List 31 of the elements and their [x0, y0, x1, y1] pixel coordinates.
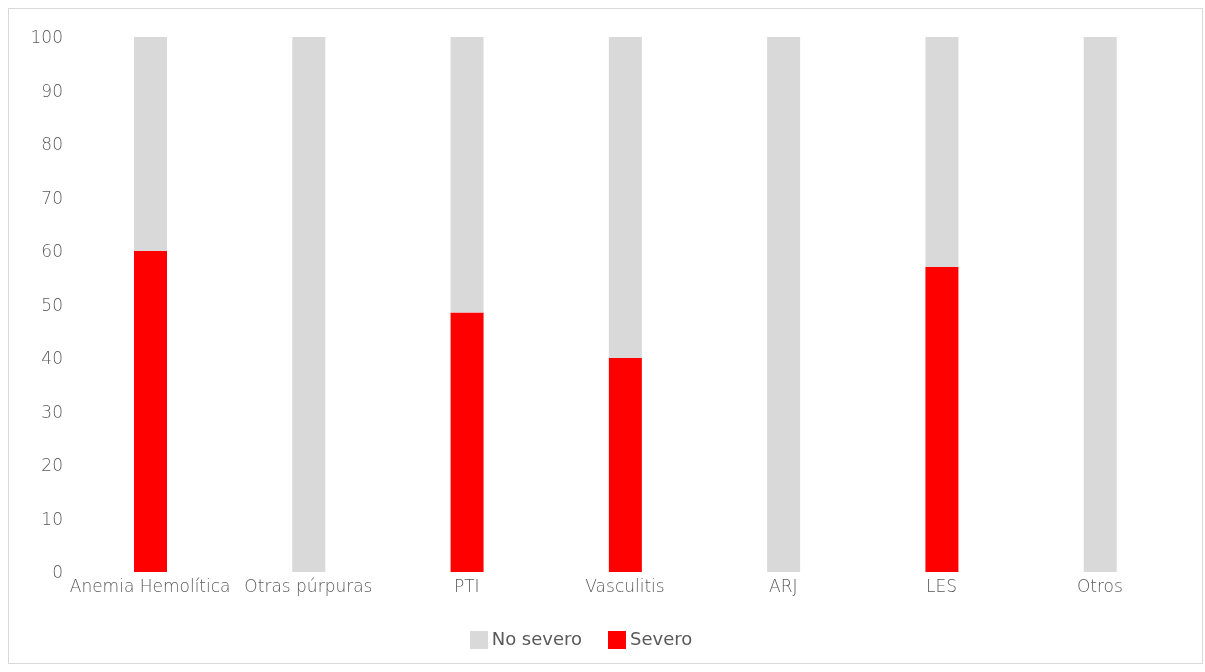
- bar: [608, 37, 642, 358]
- y-tick-label: 30: [41, 401, 63, 422]
- x-tick-label: Anemia Hemolítica: [69, 576, 231, 597]
- bar: [450, 37, 484, 313]
- x-tick-label: LES: [926, 576, 958, 597]
- y-tick-label: 20: [41, 455, 63, 476]
- x-tick-label: ARJ: [769, 576, 798, 597]
- bar: [925, 267, 959, 572]
- y-tick-label: 10: [41, 508, 63, 529]
- y-tick-label: 80: [41, 134, 63, 155]
- y-tick-label: 60: [41, 241, 63, 262]
- y-tick-label: 70: [41, 187, 63, 208]
- legend-label: No severo: [491, 628, 583, 649]
- y-tick-label: 100: [30, 27, 63, 48]
- x-tick-label: PTI: [453, 576, 480, 597]
- y-tick-label: 40: [41, 348, 63, 369]
- bar: [450, 312, 484, 572]
- x-tick-label: Otras púrpuras: [244, 576, 373, 597]
- y-tick-label: 90: [41, 80, 63, 101]
- bar: [925, 37, 959, 268]
- bar: [134, 251, 167, 572]
- bar: [608, 358, 642, 572]
- x-tick-label: Otros: [1076, 576, 1123, 597]
- bar: [134, 37, 167, 251]
- bar: [1083, 37, 1117, 572]
- bar: [767, 37, 801, 572]
- x-tick-label: Vasculitis: [585, 576, 665, 597]
- y-tick-label: 50: [41, 294, 63, 315]
- y-tick-label: 0: [52, 562, 63, 583]
- bar: [292, 37, 326, 572]
- legend-label: Severo: [630, 628, 693, 649]
